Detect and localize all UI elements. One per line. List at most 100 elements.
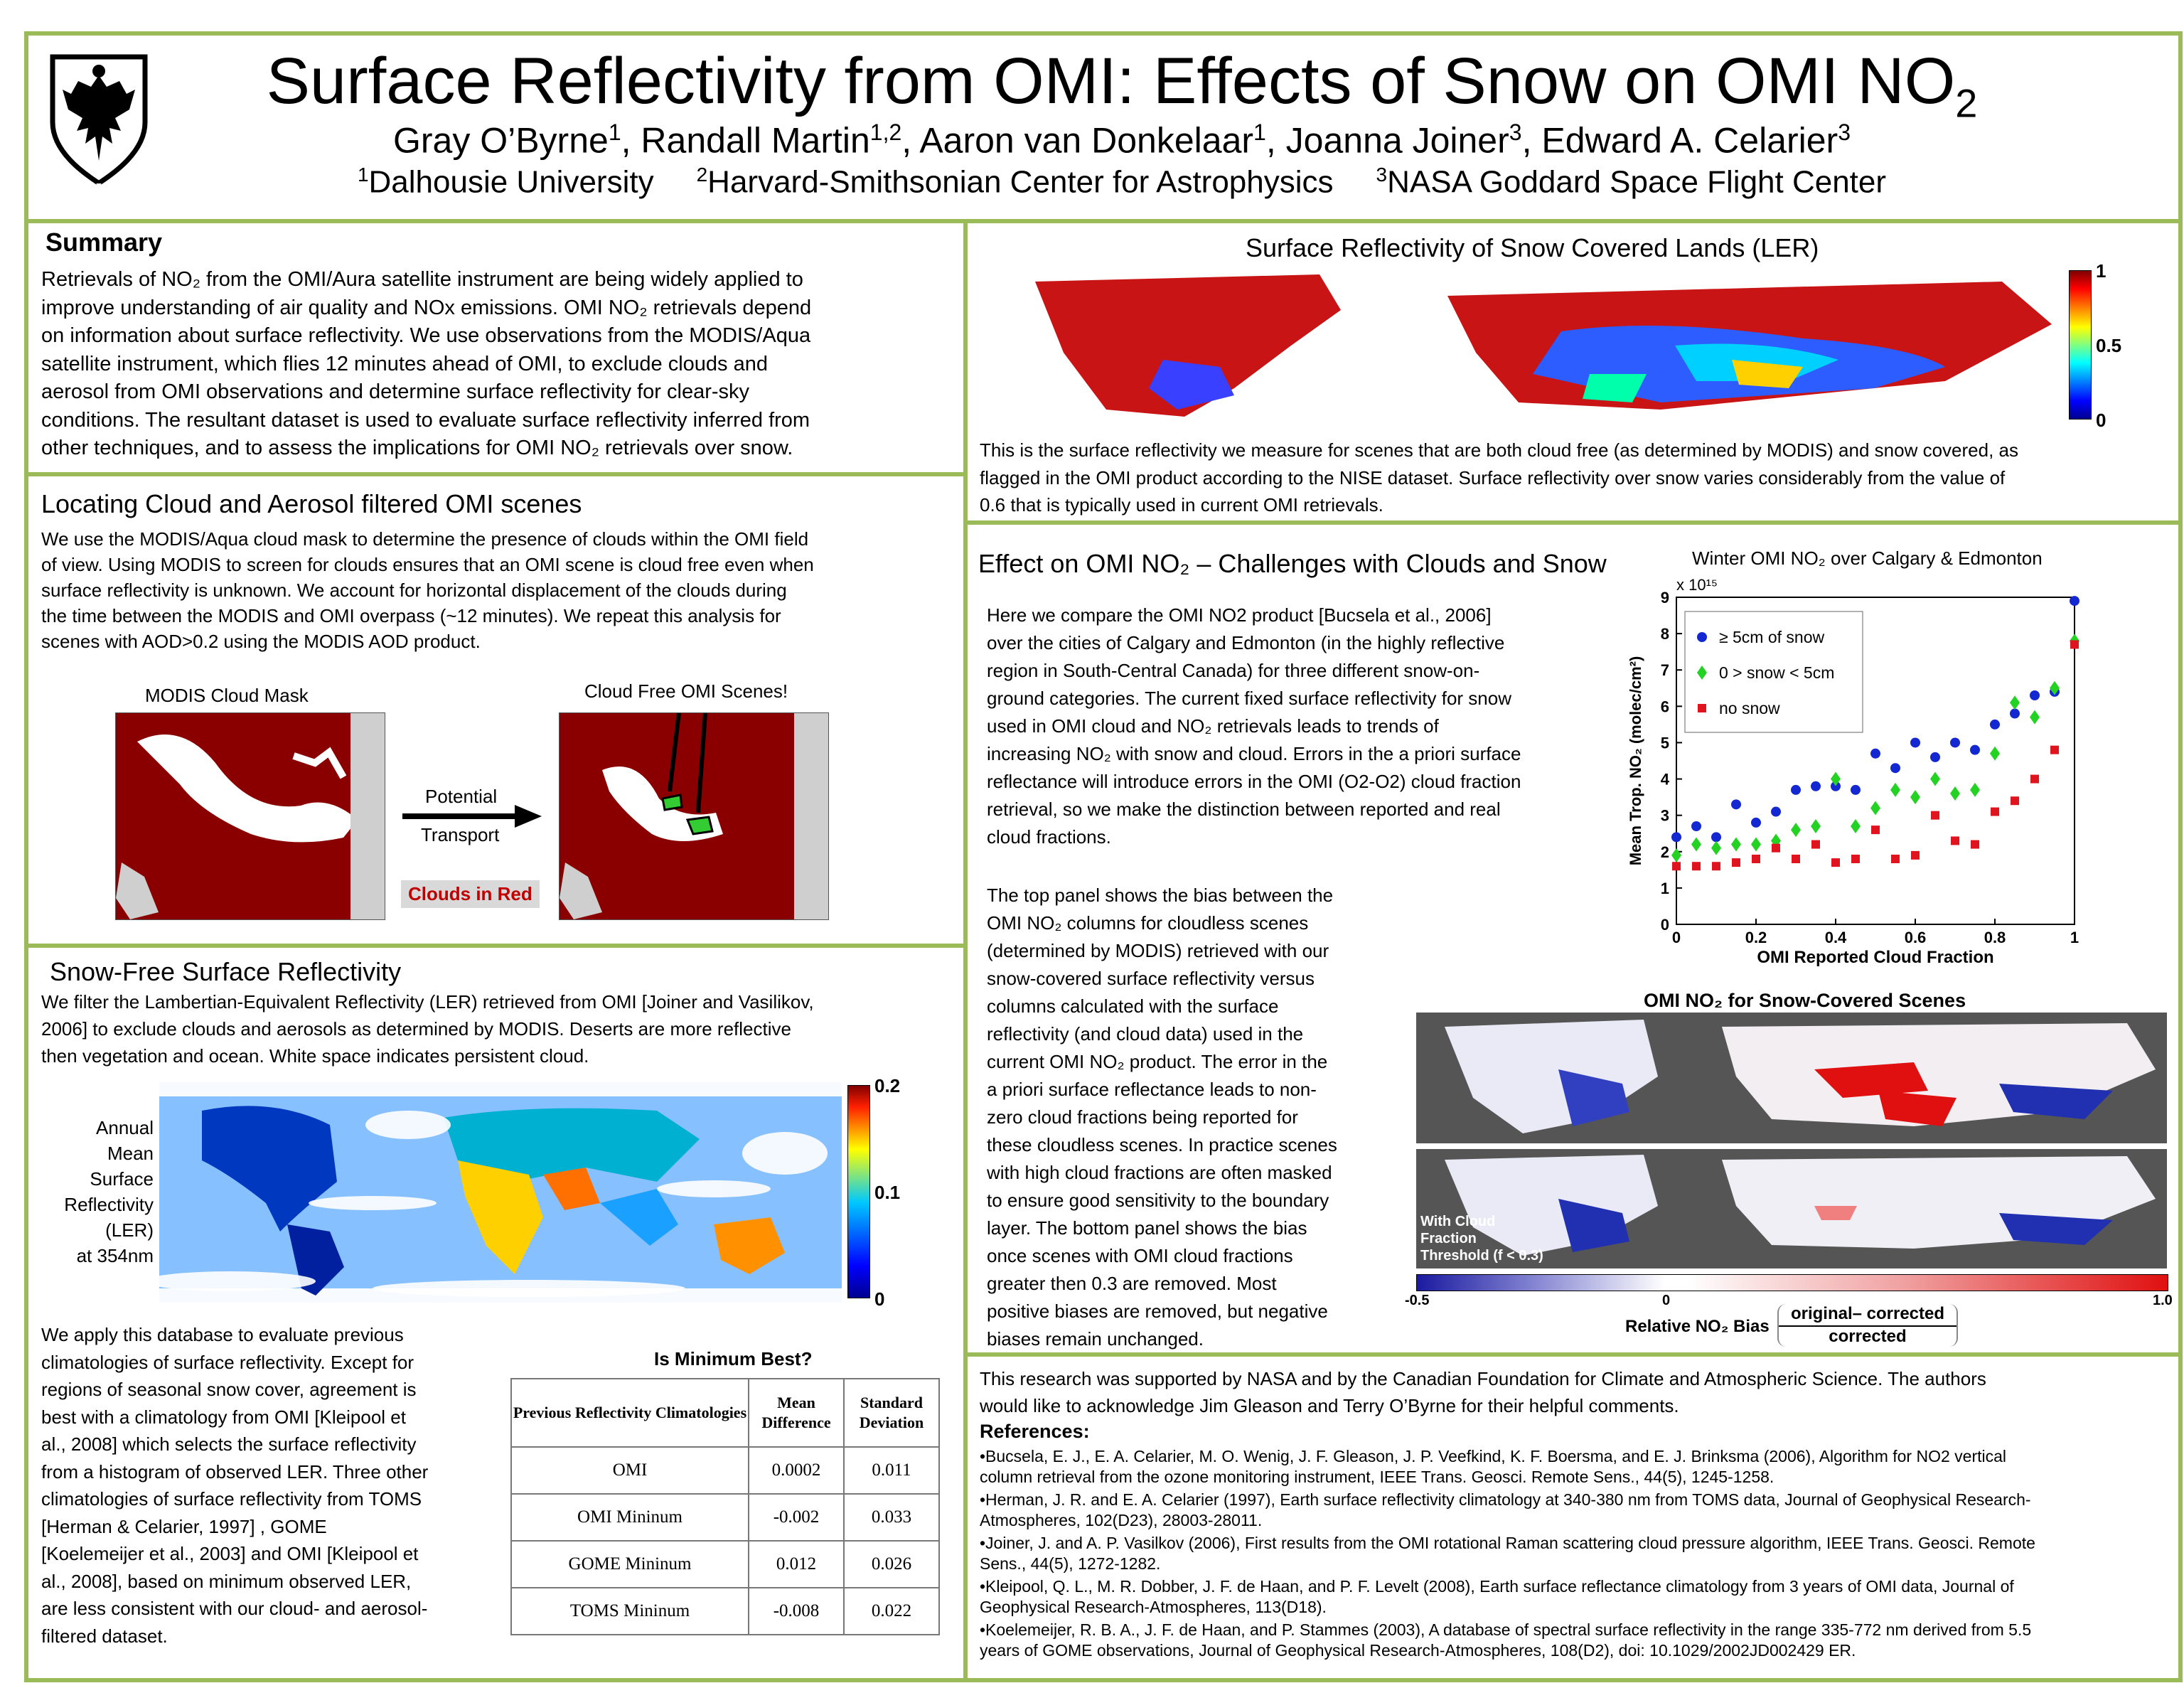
threshold-line: Fraction <box>1420 1231 1477 1246</box>
y-tick-label: 6 <box>1661 698 1669 715</box>
bias-denominator: corrected <box>1829 1327 1907 1346</box>
effect-line: Here we compare the OMI NO2 product [Buc… <box>987 604 1492 626</box>
data-point-diamond <box>1811 819 1821 833</box>
arrow-label-transport: Transport <box>421 824 500 845</box>
summary-line: improve understanding of air quality and… <box>41 296 812 319</box>
data-point-square <box>1971 840 1979 849</box>
x-tick-label: 0.8 <box>1984 929 2006 946</box>
effect-line: current OMI NO₂ product. The error in th… <box>987 1051 1328 1072</box>
effect-line: zero cloud fractions being reported for <box>987 1106 1298 1128</box>
annual-label-line: Reflectivity <box>64 1194 154 1215</box>
y-tick-label: 7 <box>1661 661 1669 679</box>
y-tick-label: 2 <box>1661 843 1669 861</box>
data-point-circle <box>2070 596 2079 607</box>
table-header-cell: Mean Difference <box>748 1378 845 1448</box>
table-row: OMI Mininum -0.002 0.033 <box>510 1493 940 1542</box>
effect-line: (determined by MODIS) retrieved with our <box>987 940 1329 961</box>
data-point-diamond <box>1791 823 1801 838</box>
colorbar-tick: 0 <box>874 1288 885 1310</box>
apply-text: We apply this database to evaluate previ… <box>41 1321 496 1650</box>
effect-line: increasing NO₂ with snow and cloud. Erro… <box>987 743 1521 764</box>
effect-line: snow-covered surface reflectivity versus <box>987 968 1315 989</box>
reference-line: •Bucsela, E. J., E. A. Celarier, M. O. W… <box>980 1447 2007 1465</box>
y-tick-label: 1 <box>1661 880 1669 897</box>
right-divider-2 <box>965 1352 2183 1357</box>
bias-tick-max: 1.0 <box>2153 1293 2173 1308</box>
reference-line: Sens., 44(5), 1272-1282. <box>980 1554 1161 1573</box>
snow-ler-map <box>1021 267 2066 422</box>
summary-heading: Summary <box>46 228 163 257</box>
data-point-square <box>1811 840 1820 849</box>
effect-line: over the cities of Calgary and Edmonton … <box>987 632 1505 653</box>
no2-scatter-chart: 0 1 2 3 4 5 6 7 8 9 0 0.2 0.4 0.6 0.8 1 x 10¹⁵ OMI Report… <box>1627 576 2079 967</box>
summary-line: conditions. The resultant dataset is use… <box>41 408 810 432</box>
ack-line: would like to acknowledge Jim Gleason an… <box>980 1395 1679 1416</box>
author-name: Randall Martin <box>641 120 870 161</box>
locating-line: of view. Using MODIS to screen for cloud… <box>41 554 814 575</box>
data-point-square <box>2050 745 2059 754</box>
data-point-circle <box>1851 784 1861 795</box>
data-point-circle <box>1970 744 1980 755</box>
author-name: Aaron van Donkelaar <box>919 120 1254 161</box>
colorbar-tick: 0.1 <box>874 1182 901 1203</box>
bias-numerator: original– corrected <box>1779 1304 1956 1327</box>
data-point-diamond <box>1870 801 1880 816</box>
arrow-label-potential: Potential <box>425 786 498 807</box>
author-affiliation-mark: 1 <box>608 119 621 145</box>
data-point-diamond <box>1711 840 1721 855</box>
reference-item: •Koelemeijer, R. B. A., J. F. de Haan, a… <box>980 1620 2174 1661</box>
colorbar-tick: 0.5 <box>2096 335 2122 356</box>
snowfree-line: We filter the Lambertian-Equivalent Refl… <box>41 991 814 1013</box>
effect-line: with high cloud fractions are often mask… <box>987 1162 1332 1183</box>
university-shield-logo <box>50 54 148 186</box>
data-point-circle <box>1771 806 1781 817</box>
affiliation-mark: 1 <box>357 164 369 186</box>
apply-line: are less consistent with our cloud- and … <box>41 1598 428 1619</box>
table-header-row: Previous Reflectivity Climatologies Mean … <box>510 1378 940 1448</box>
legend-marker <box>1697 632 1707 642</box>
author-affiliation-mark: 1,2 <box>869 119 902 145</box>
bias-colorbar <box>1416 1274 2168 1291</box>
apply-line: regions of seasonal snow cover, agreemen… <box>41 1379 417 1400</box>
data-point-square <box>1871 826 1880 835</box>
table-header-cell: Previous Reflectivity Climatologies <box>510 1378 749 1448</box>
data-point-circle <box>1791 784 1801 795</box>
snowfree-line: 2006] to exclude clouds and aerosols as … <box>41 1018 791 1040</box>
left-divider-1 <box>24 472 965 476</box>
bias-map-top <box>1416 1013 2167 1143</box>
cloud-free-scenes-image <box>559 712 829 920</box>
table-cell: OMI Mininum <box>510 1493 749 1542</box>
column-divider <box>963 219 968 1682</box>
table-cell: 0.033 <box>843 1493 940 1542</box>
bias-maps-title: OMI NO₂ for Snow-Covered Scenes <box>1644 990 1966 1011</box>
apply-line: [Koelemeijer et al., 2003] and OMI [Klei… <box>41 1543 419 1564</box>
author-name: Joanna Joiner <box>1285 120 1509 161</box>
colorbar-tick: 0.2 <box>874 1075 901 1096</box>
locating-line: scenes with AOD>0.2 using the MODIS AOD … <box>41 631 481 652</box>
data-point-circle <box>1691 821 1701 831</box>
affiliation-mark: 2 <box>696 164 708 186</box>
author-affiliation-mark: 1 <box>1253 119 1266 145</box>
data-point-square <box>1772 843 1780 853</box>
annual-label-line: Mean <box>107 1143 154 1164</box>
annual-label-line: Surface <box>90 1168 154 1190</box>
effect-line: these cloudless scenes. In practice scen… <box>987 1134 1337 1155</box>
effect-line: once scenes with OMI cloud fractions <box>987 1245 1293 1266</box>
reference-item: •Kleipool, Q. L., M. R. Dobber, J. F. de… <box>980 1576 2174 1618</box>
references-heading: References: <box>980 1421 1090 1442</box>
data-point-circle <box>2010 708 2020 719</box>
affiliation-mark: 3 <box>1376 164 1388 186</box>
left-divider-2 <box>24 944 965 948</box>
y-tick-label: 4 <box>1661 771 1670 789</box>
plot-frame <box>1676 597 2075 925</box>
data-point-diamond <box>1851 819 1861 833</box>
legend-marker <box>1697 666 1707 680</box>
affiliation-name: Harvard-Smithsonian Center for Astrophys… <box>707 164 1334 200</box>
locating-text: We use the MODIS/Aqua cloud mask to dete… <box>41 526 958 654</box>
table-cell: GOME Mininum <box>510 1540 749 1588</box>
data-point-square <box>1891 855 1900 863</box>
reference-line: •Herman, J. R. and E. A. Celarier (1997)… <box>980 1490 2031 1509</box>
data-point-circle <box>1731 799 1741 810</box>
table-cell: -0.002 <box>748 1493 845 1542</box>
effect-text-1: Here we compare the OMI NO2 product [Buc… <box>987 602 1627 851</box>
